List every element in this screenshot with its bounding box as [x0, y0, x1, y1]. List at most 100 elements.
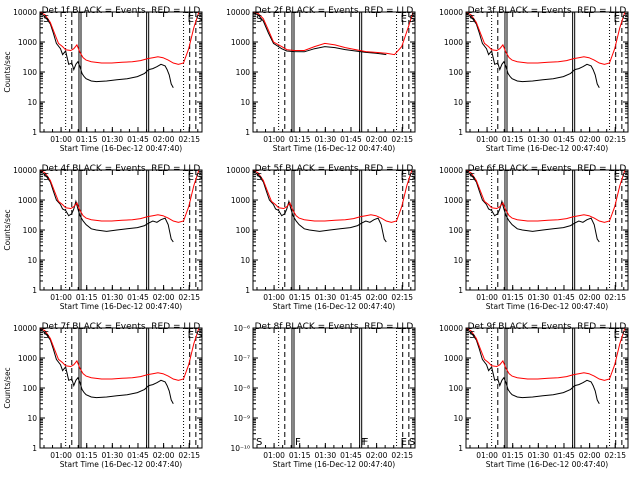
x-tick-label: 01:30: [528, 293, 550, 302]
x-tick-label: 01:30: [315, 135, 337, 144]
y-tick-label: 10⁻¹⁰: [230, 444, 250, 453]
x-tick-label: 01:45: [127, 451, 149, 460]
panel-title: Det 3f BLACK = Events, RED = LLD: [468, 6, 627, 16]
panel-title: Det 2f BLACK = Events, RED = LLD: [255, 6, 414, 16]
x-tick-label: 02:00: [153, 451, 175, 460]
event-marker-label: S: [43, 330, 49, 341]
x-tick-label: 01:45: [553, 451, 575, 460]
y-tick-label: 10000: [13, 324, 37, 333]
x-tick-label: 02:00: [366, 293, 388, 302]
x-tick-label: 02:00: [366, 135, 388, 144]
x-axis-label: Start Time (16-Dec-12 00:47:40): [273, 460, 395, 469]
x-axis-label: Start Time (16-Dec-12 00:47:40): [273, 302, 395, 311]
x-tick-label: 01:45: [127, 135, 149, 144]
y-tick-label: 1000: [18, 38, 37, 47]
x-tick-label: 01:00: [50, 451, 72, 460]
y-tick-label: 10000: [13, 8, 37, 17]
event-marker-label: S: [256, 437, 262, 448]
event-marker-label: E: [614, 330, 620, 341]
plot-frame: [39, 327, 203, 449]
panel-title: Det 9f BLACK = Events, RED = LLD: [468, 322, 627, 332]
event-marker-label: S: [622, 172, 628, 183]
y-tick-label: 1000: [444, 196, 463, 205]
x-tick-label: 01:00: [263, 293, 285, 302]
x-axis-label: Start Time (16-Dec-12 00:47:40): [273, 144, 395, 153]
event-marker-label: E: [614, 14, 620, 25]
series-line-events: [40, 328, 174, 404]
y-tick-label: 1000: [231, 196, 250, 205]
x-tick-label: 01:00: [476, 293, 498, 302]
chart-panel-4: 1 10 100 1000 10000 01:00 01:15 01:30 01:45 02:00…: [3, 164, 203, 311]
x-axis-label: Start Time (16-Dec-12 00:47:40): [486, 144, 608, 153]
panel-title: Det 1f BLACK = Events, RED = LLD: [42, 6, 201, 16]
event-marker-label: S: [196, 330, 202, 341]
y-tick-label: 1000: [444, 354, 463, 363]
plot-frame: [39, 11, 203, 133]
y-axis-label: Counts/sec: [3, 209, 12, 250]
y-tick-label: 100: [236, 226, 251, 235]
y-tick-label: 10000: [13, 166, 37, 175]
chart-panel-2: 1 10 100 1000 10000 01:00 01:15 01:30 01:45 02:00…: [226, 6, 416, 153]
y-tick-label: 100: [449, 226, 464, 235]
y-tick-label: 10⁻⁸: [233, 384, 250, 393]
y-tick-label: 10000: [439, 166, 463, 175]
y-tick-label: 10: [27, 414, 37, 423]
event-marker-label: S: [622, 14, 628, 25]
x-tick-label: 01:15: [289, 451, 311, 460]
event-marker-label: S: [409, 172, 415, 183]
series-line-events: [466, 12, 600, 88]
x-axis-label: Start Time (16-Dec-12 00:47:40): [486, 460, 608, 469]
series-line-events: [253, 170, 387, 243]
y-tick-label: 10: [453, 98, 463, 107]
x-tick-label: 01:15: [76, 293, 98, 302]
event-marker-label: S: [196, 172, 202, 183]
x-tick-label: 01:45: [553, 135, 575, 144]
event-marker-label: E: [401, 172, 407, 183]
x-tick-label: 02:15: [391, 293, 413, 302]
y-tick-label: 100: [449, 384, 464, 393]
y-axis-label: Counts/sec: [3, 51, 12, 92]
series-line-events: [40, 170, 174, 243]
series-line-lld: [466, 328, 626, 381]
x-tick-label: 02:00: [366, 451, 388, 460]
event-marker-label: F: [295, 437, 301, 448]
x-tick-label: 01:30: [102, 293, 124, 302]
series-line-lld: [466, 12, 626, 65]
series-line-lld: [466, 170, 626, 223]
x-tick-label: 01:30: [315, 293, 337, 302]
panel-title: Det 8f BLACK = Events, RED = LLD: [255, 322, 414, 332]
plot-frame: [465, 327, 629, 449]
x-tick-label: 01:00: [476, 451, 498, 460]
y-tick-label: 10000: [439, 8, 463, 17]
series-line-lld: [40, 12, 200, 65]
x-tick-label: 01:00: [50, 135, 72, 144]
event-marker-label: S: [622, 330, 628, 341]
x-tick-label: 01:15: [76, 135, 98, 144]
plot-frame: [252, 11, 416, 133]
y-tick-label: 10⁻⁶: [233, 324, 250, 333]
x-tick-label: 02:15: [178, 451, 200, 460]
event-marker-label: F: [361, 437, 367, 448]
event-marker-label: S: [409, 437, 415, 448]
x-tick-label: 02:15: [178, 293, 200, 302]
event-marker-label: S: [469, 14, 475, 25]
y-tick-label: 1000: [18, 354, 37, 363]
plot-frame: [252, 327, 416, 449]
event-marker-label: S: [469, 172, 475, 183]
series-line-lld: [40, 328, 200, 381]
x-tick-label: 01:00: [50, 293, 72, 302]
panel-title: Det 5f BLACK = Events, RED = LLD: [255, 164, 414, 174]
x-tick-label: 01:30: [528, 135, 550, 144]
y-tick-label: 100: [449, 68, 464, 77]
x-tick-label: 01:15: [76, 451, 98, 460]
y-tick-label: 1: [458, 286, 463, 295]
y-tick-label: 1000: [444, 38, 463, 47]
series-line-events: [466, 170, 600, 243]
chart-panel-8: 10⁻¹⁰ 10⁻⁹ 10⁻⁸ 10⁻⁷ 10⁻⁶ 01:00 01:15 01:30 01:4…: [230, 322, 416, 469]
y-tick-label: 100: [23, 226, 38, 235]
chart-panel-7: 1 10 100 1000 10000 01:00 01:15 01:30 01:45 02:00…: [3, 322, 203, 469]
y-tick-label: 100: [23, 384, 38, 393]
y-axis-label: Counts/sec: [3, 367, 12, 408]
y-tick-label: 10000: [439, 324, 463, 333]
